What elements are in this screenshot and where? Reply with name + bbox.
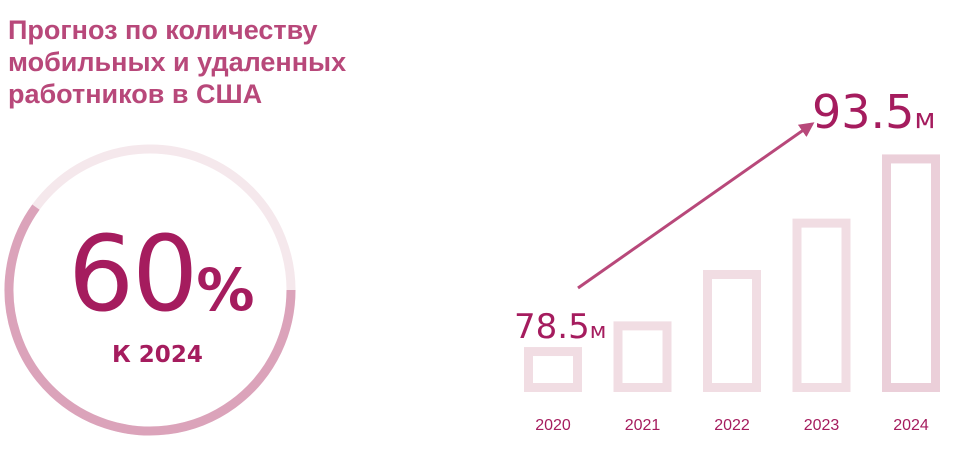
chart-title: Прогноз по количеству мобильных и удален… bbox=[8, 14, 368, 110]
percentage-ring bbox=[4, 144, 296, 436]
data-label-2020: 78.5м bbox=[514, 307, 606, 347]
title-line-3: работников в США bbox=[8, 79, 263, 109]
x-tick-label-2021: 2021 bbox=[625, 417, 661, 434]
title-line-1: Прогноз по количеству bbox=[8, 15, 318, 45]
x-axis-labels: 2020 2021 2022 2023 2024 bbox=[535, 417, 929, 434]
data-label-2020-number: 78.5 bbox=[514, 307, 590, 347]
title-line-2: мобильных и удаленных bbox=[8, 47, 347, 77]
data-label-2024-number: 93.5 bbox=[812, 85, 914, 139]
bar-2022 bbox=[703, 270, 761, 392]
x-tick-label-2020: 2020 bbox=[535, 417, 571, 434]
headline-percentage: 60% bbox=[68, 222, 254, 326]
x-tick-label-2023: 2023 bbox=[804, 417, 840, 434]
ring-progress bbox=[4, 204, 296, 436]
bars-group bbox=[524, 154, 940, 393]
data-label-2024: 93.5м bbox=[812, 85, 936, 139]
bar-2023 bbox=[792, 218, 851, 392]
percent-sign: % bbox=[196, 256, 255, 324]
bar-2021 bbox=[613, 321, 672, 392]
x-tick-label-2024: 2024 bbox=[893, 417, 929, 434]
data-label-2024-unit: м bbox=[914, 102, 935, 135]
growth-arrow bbox=[577, 122, 815, 290]
bar-2024 bbox=[882, 154, 940, 392]
x-tick-label-2022: 2022 bbox=[714, 417, 750, 434]
data-label-2020-unit: м bbox=[590, 319, 607, 344]
bar-2020 bbox=[524, 347, 582, 393]
percentage-subtitle: К 2024 bbox=[112, 342, 203, 368]
percentage-value: 60 bbox=[68, 213, 198, 335]
